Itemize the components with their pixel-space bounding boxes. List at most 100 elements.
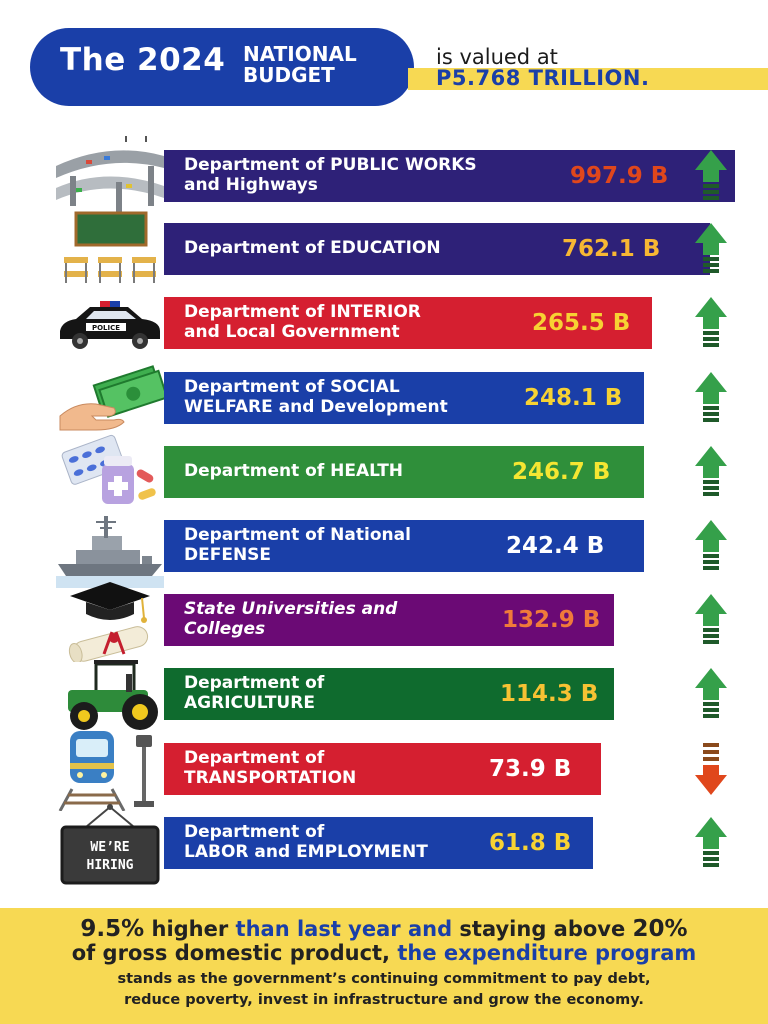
- budget-value: 762.1 B: [562, 236, 661, 262]
- medicine-icon: [56, 432, 164, 514]
- arrow-up-icon: [695, 297, 727, 347]
- budget-row: Department of National DEFENSE 242.4 B: [0, 516, 768, 588]
- department-name-line1: Department of National: [184, 525, 411, 545]
- footer-text2: than last year and: [235, 917, 453, 941]
- department-name: Department of TRANSPORTATION: [184, 748, 356, 788]
- department-name-line2: WELFARE and Development: [184, 397, 448, 417]
- budget-bar: Department of PUBLIC WORKS and Highways 99…: [164, 150, 735, 202]
- budget-bar: Department of AGRICULTURE 114.3 B: [164, 668, 614, 720]
- arrow-up-icon: [695, 150, 727, 200]
- arrow-down-icon: [695, 743, 727, 795]
- department-name-line1: Department of PUBLIC WORKS: [184, 155, 477, 175]
- budget-row: Department of HEALTH 246.7 B: [0, 434, 768, 512]
- budget-row: POLICE Department of INTERIOR and Local Go…: [0, 297, 768, 363]
- department-name-line1: Department of SOCIAL: [184, 377, 400, 397]
- trend-down-arrow: [694, 741, 728, 797]
- department-name-line2: and Highways: [184, 175, 318, 195]
- budget-row: State Universities and Colleges 132.9 B: [0, 582, 768, 664]
- budget-bar: Department of LABOR and EMPLOYMENT 61.8 B: [164, 817, 593, 869]
- budget-value: 61.8 B: [489, 830, 572, 856]
- title-line2: BUDGET: [243, 63, 335, 87]
- budget-row: Department of TRANSPORTATION 73.9 B: [0, 731, 768, 812]
- arrow-up-icon: [695, 372, 727, 422]
- classroom-icon: [56, 209, 164, 291]
- budget-bar: State Universities and Colleges 132.9 B: [164, 594, 614, 646]
- title-label: NATIONAL BUDGET: [243, 44, 357, 86]
- footer-body: stands as the government’s continuing co…: [0, 969, 768, 1011]
- valued-text: is valued at: [436, 45, 558, 69]
- budget-row: WE’RE HIRING Department of LABOR and EMPLOY…: [0, 804, 768, 885]
- department-name-line1: Department of: [184, 822, 325, 842]
- trend-up-arrow: [694, 295, 728, 351]
- budget-bar: Department of INTERIOR and Local Governme…: [164, 297, 652, 349]
- budget-value: 248.1 B: [524, 385, 623, 411]
- header: The 2024 NATIONAL BUDGET is valued at P5…: [0, 0, 768, 120]
- footer-text4: of gross domestic product,: [71, 941, 398, 965]
- department-name: Department of National DEFENSE: [184, 525, 411, 565]
- budget-value: 73.9 B: [489, 756, 572, 782]
- department-name: Department of LABOR and EMPLOYMENT: [184, 822, 428, 862]
- budget-value: 242.4 B: [506, 533, 605, 559]
- department-name-line1: Department of INTERIOR: [184, 302, 421, 322]
- svg-text:HIRING: HIRING: [87, 858, 134, 873]
- trend-up-arrow: [694, 221, 728, 277]
- budget-row: Department of AGRICULTURE 114.3 B: [0, 660, 768, 734]
- title-pill: [30, 28, 414, 106]
- department-name-line2: and Local Government: [184, 322, 400, 342]
- trend-up-arrow: [694, 592, 728, 648]
- department-name-line1: Department of EDUCATION: [184, 238, 441, 258]
- cash-hand-icon: [56, 358, 169, 440]
- department-name-line2: TRANSPORTATION: [184, 768, 357, 788]
- tractor-icon: [56, 654, 164, 736]
- budget-bar: Department of HEALTH 246.7 B: [164, 446, 644, 498]
- arrow-up-icon: [695, 520, 727, 570]
- department-name-line2: LABOR and EMPLOYMENT: [184, 842, 428, 862]
- budget-row: Department of SOCIAL WELFARE and Developm…: [0, 365, 768, 438]
- department-name: Department of EDUCATION: [184, 238, 441, 258]
- trend-up-arrow: [694, 815, 728, 871]
- budget-value: 114.3 B: [500, 681, 599, 707]
- footer-text1: higher: [144, 917, 236, 941]
- department-name: Department of HEALTH: [184, 461, 403, 481]
- trend-up-arrow: [694, 518, 728, 574]
- budget-bar: Department of National DEFENSE 242.4 B: [164, 520, 644, 572]
- trend-up-arrow: [694, 666, 728, 722]
- department-name-line2: AGRICULTURE: [184, 693, 315, 713]
- trend-up-arrow: [694, 148, 728, 204]
- footer-line2: of gross domestic product, the expenditu…: [0, 941, 768, 965]
- svg-text:WE’RE: WE’RE: [90, 840, 129, 855]
- footer-text5: the expenditure program: [397, 941, 697, 965]
- budget-bar: Department of EDUCATION 762.1 B: [164, 223, 710, 275]
- footer-pct1: 9.5%: [80, 916, 145, 942]
- budget-row: Department of EDUCATION 762.1 B: [0, 211, 768, 289]
- department-name: Department of AGRICULTURE: [184, 673, 324, 713]
- svg-text:POLICE: POLICE: [92, 324, 120, 332]
- department-name: Department of PUBLIC WORKS and Highways: [184, 155, 477, 195]
- budget-value: 132.9 B: [502, 607, 601, 633]
- arrow-up-icon: [695, 446, 727, 496]
- department-name-line1: Department of HEALTH: [184, 461, 404, 481]
- arrow-up-icon: [695, 668, 727, 718]
- arrow-up-icon: [695, 594, 727, 644]
- department-name-line1: State Universities and: [184, 599, 398, 619]
- department-name-line1: Department of: [184, 673, 325, 693]
- department-name: Department of SOCIAL WELFARE and Developm…: [184, 377, 448, 417]
- title-year: The 2024: [60, 42, 226, 78]
- graduation-icon: [56, 580, 164, 664]
- budget-bar: Department of SOCIAL WELFARE and Developm…: [164, 372, 644, 424]
- budget-value: 265.5 B: [532, 310, 631, 336]
- police-car-icon: POLICE: [56, 283, 164, 365]
- footer-text3: staying above: [452, 917, 633, 941]
- footer: 9.5% higher than last year and staying a…: [0, 908, 768, 1024]
- footer-line3: stands as the government’s continuing co…: [117, 971, 651, 987]
- department-name: State Universities and Colleges: [184, 599, 397, 639]
- budget-bar: Department of TRANSPORTATION 73.9 B: [164, 743, 601, 795]
- footer-pct2: 20%: [632, 916, 688, 942]
- hiring-sign-icon: WE’RE HIRING: [56, 803, 164, 885]
- department-name-line2: DEFENSE: [184, 545, 272, 565]
- highway-icon: [56, 136, 164, 218]
- department-name-line2: Colleges: [184, 619, 266, 639]
- budget-row: Department of PUBLIC WORKS and Highways 99…: [0, 136, 768, 218]
- budget-value: 997.9 B: [570, 163, 669, 189]
- warship-icon: [56, 506, 164, 588]
